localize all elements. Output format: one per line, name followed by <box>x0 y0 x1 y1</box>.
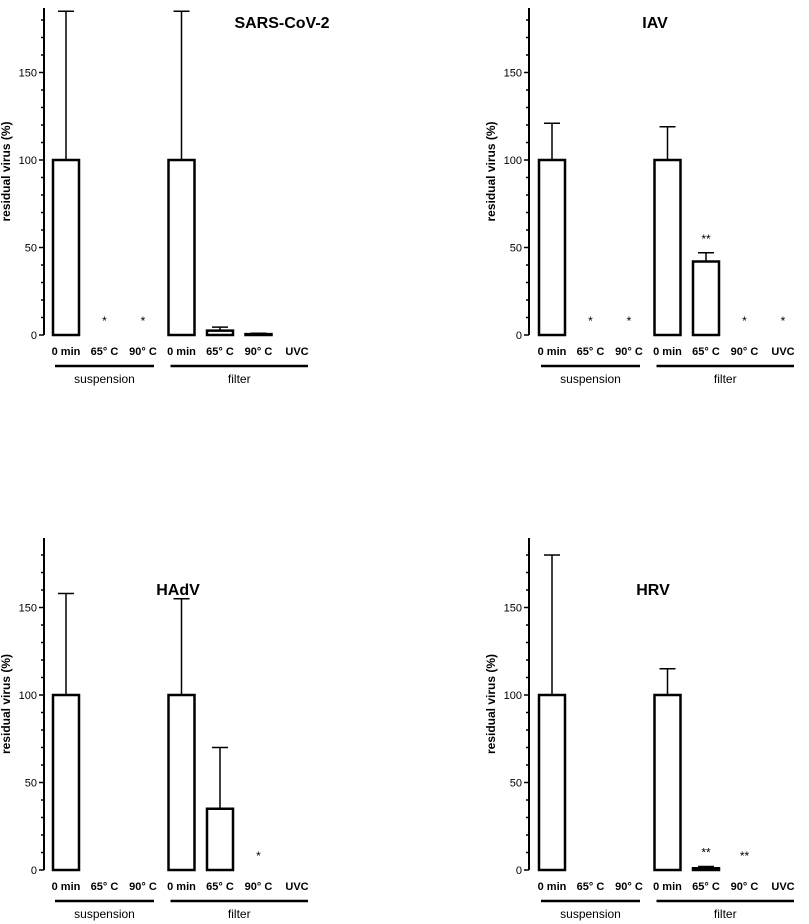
bar <box>691 260 721 337</box>
x-tick-label: 65° C <box>91 346 119 358</box>
y-tick-label: 150 <box>19 68 37 80</box>
x-tick-label: 90° C <box>731 346 759 358</box>
panel-hrv: 0 50 100 150 residual virus (%) HRV 0 min 65° C… <box>484 538 795 921</box>
y-tick-label: 0 <box>31 865 37 877</box>
y-tick-label: 100 <box>504 155 522 167</box>
x-tick-label: UVC <box>771 881 794 893</box>
group-label: filter <box>714 907 737 921</box>
x-tick-label: 90° C <box>129 881 157 893</box>
group-label: filter <box>228 907 251 921</box>
x-tick-label: 0 min <box>167 346 196 358</box>
bar <box>167 158 196 337</box>
y-tick-label: 50 <box>510 778 522 790</box>
chart-title: HAdV <box>156 582 200 599</box>
y-tick-label: 100 <box>19 155 37 167</box>
group-label: suspension <box>560 372 621 386</box>
significance-annotation: * <box>627 314 632 328</box>
bar <box>167 693 196 872</box>
x-tick-label: 90° C <box>129 346 157 358</box>
significance-annotation: * <box>102 314 107 328</box>
x-tick-label: UVC <box>285 346 308 358</box>
y-tick-label: 50 <box>510 243 522 255</box>
x-tick-label: 65° C <box>577 881 605 893</box>
y-axis-label: residual virus (%) <box>484 654 498 754</box>
significance-annotation: * <box>141 314 146 328</box>
bar <box>653 693 682 872</box>
panel-sars-cov-2: 0 50 100 150 residual virus (%) SARS-CoV-2 0 m… <box>0 8 330 386</box>
significance-annotation: ** <box>701 232 711 246</box>
group-label: filter <box>714 372 737 386</box>
x-tick-label: 65° C <box>692 346 720 358</box>
group-label: suspension <box>560 907 621 921</box>
group-label: filter <box>228 372 251 386</box>
x-tick-label: 90° C <box>731 881 759 893</box>
x-tick-label: 0 min <box>167 881 196 893</box>
chart-title: HRV <box>636 582 670 599</box>
x-tick-label: 90° C <box>245 346 273 358</box>
x-tick-label: 65° C <box>577 346 605 358</box>
x-tick-label: 90° C <box>615 346 643 358</box>
bar <box>51 693 81 872</box>
x-tick-label: 90° C <box>615 881 643 893</box>
x-tick-label: 65° C <box>692 881 720 893</box>
x-tick-label: 0 min <box>538 881 567 893</box>
x-tick-label: 0 min <box>653 881 682 893</box>
y-tick-label: 0 <box>516 330 522 342</box>
chart-title: SARS-CoV-2 <box>234 15 329 32</box>
bar <box>537 158 567 337</box>
x-tick-label: 0 min <box>538 346 567 358</box>
significance-annotation: * <box>742 314 747 328</box>
y-tick-label: 0 <box>31 330 37 342</box>
y-tick-label: 50 <box>25 243 37 255</box>
significance-annotation: ** <box>740 849 750 863</box>
bar <box>51 158 81 337</box>
y-axis-label: residual virus (%) <box>484 121 498 221</box>
y-tick-label: 100 <box>19 690 37 702</box>
bar <box>244 332 273 337</box>
group-label: suspension <box>74 372 135 386</box>
panel-iav: 0 50 100 150 residual virus (%) IAV 0 min * 65° … <box>484 8 795 386</box>
group-label: suspension <box>74 907 135 921</box>
significance-annotation: * <box>781 314 786 328</box>
bar <box>691 867 721 872</box>
x-tick-label: 65° C <box>206 881 234 893</box>
y-tick-label: 150 <box>19 603 37 615</box>
y-tick-label: 50 <box>25 778 37 790</box>
y-tick-label: 0 <box>516 865 522 877</box>
y-tick-label: 150 <box>504 68 522 80</box>
x-tick-label: UVC <box>285 881 308 893</box>
x-tick-label: 0 min <box>52 881 81 893</box>
significance-annotation: ** <box>701 846 711 860</box>
panel-hadv: 0 50 100 150 residual virus (%) HAdV 0 min 65° … <box>0 538 309 921</box>
bar <box>653 158 682 337</box>
bar <box>537 693 567 872</box>
bar <box>205 329 235 337</box>
significance-annotation: * <box>256 849 261 863</box>
x-tick-label: 0 min <box>52 346 81 358</box>
significance-annotation: * <box>588 314 593 328</box>
y-axis-label: residual virus (%) <box>0 654 13 754</box>
x-tick-label: 65° C <box>206 346 234 358</box>
x-tick-label: UVC <box>771 346 794 358</box>
x-tick-label: 90° C <box>245 881 273 893</box>
y-tick-label: 150 <box>504 603 522 615</box>
chart-title: IAV <box>642 15 668 32</box>
y-tick-label: 100 <box>504 690 522 702</box>
x-tick-label: 65° C <box>91 881 119 893</box>
x-tick-label: 0 min <box>653 346 682 358</box>
bar <box>205 807 235 872</box>
y-axis-label: residual virus (%) <box>0 121 13 221</box>
